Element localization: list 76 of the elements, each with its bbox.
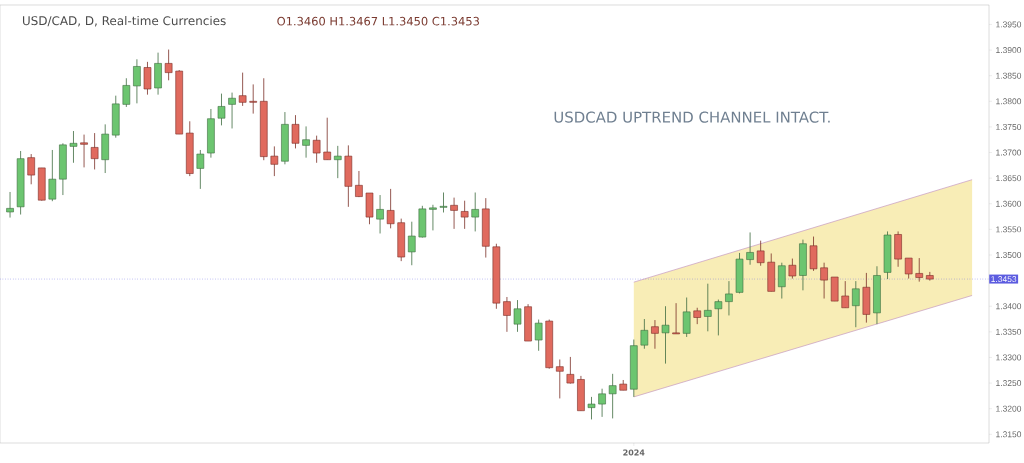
candlestick <box>249 83 257 114</box>
candlestick <box>556 359 564 399</box>
candlestick <box>196 149 205 190</box>
candlestick <box>429 204 437 231</box>
candlestick <box>788 258 797 279</box>
y-tick-label: 1.3150 <box>996 431 1022 438</box>
candlestick <box>450 197 458 230</box>
candlestick <box>27 153 35 185</box>
candlestick <box>90 132 99 170</box>
candlestick <box>513 299 522 333</box>
candlestick <box>6 191 14 218</box>
candlestick <box>302 126 310 159</box>
candlestick <box>841 280 850 309</box>
candlestick <box>503 296 511 333</box>
candlestick <box>820 262 828 299</box>
candlestick <box>164 49 173 81</box>
candlestick <box>133 58 141 104</box>
candlestick <box>778 262 786 299</box>
candlestick <box>228 92 236 129</box>
candlestick <box>69 130 78 164</box>
candlestick <box>407 221 416 266</box>
text: USD/CAD, D, Real-time Currencies <box>22 15 226 27</box>
candlestick <box>122 77 131 108</box>
candlestick <box>746 232 754 266</box>
candlestick <box>238 72 247 107</box>
candlestick <box>439 192 448 213</box>
annotation: USDCAD UPTREND CHANNEL INTACT. <box>554 111 830 123</box>
candlestick <box>312 135 321 164</box>
y-tick-label: 1.3600 <box>996 200 1022 207</box>
candlestick <box>291 114 300 149</box>
y-tick-label: 1.3700 <box>996 149 1022 156</box>
candlestick <box>534 319 543 352</box>
candlestick <box>608 373 617 419</box>
candlestick <box>915 257 924 283</box>
y-tick-label: 1.3350 <box>996 328 1022 335</box>
candlestick <box>587 396 596 420</box>
candlestick <box>904 257 913 279</box>
candlestick <box>809 236 818 272</box>
candlestick <box>217 93 226 126</box>
candlestick <box>471 192 479 232</box>
candlestick <box>355 170 363 198</box>
y-tick-label: 1.3200 <box>996 405 1022 412</box>
ref-line-label: 1.3453 <box>991 276 1017 283</box>
candlestick <box>756 240 765 267</box>
candlestick <box>672 302 680 335</box>
candlestick <box>725 280 733 316</box>
candlestick <box>598 388 606 418</box>
candlestick <box>704 283 712 332</box>
y-tick-label: 1.3550 <box>996 226 1022 233</box>
candlestick <box>270 145 279 177</box>
candlestick <box>682 297 691 338</box>
y-tick-label: 1.3400 <box>996 303 1022 310</box>
candlestick <box>376 194 384 234</box>
y-tick-label: 1.3850 <box>996 72 1022 79</box>
y-tick-label: 1.3500 <box>996 252 1022 258</box>
candlestick <box>661 305 670 364</box>
candlestick <box>714 299 723 336</box>
y-tick-label: 1.3750 <box>996 123 1022 130</box>
y-tick-label: 1.3800 <box>996 98 1022 105</box>
y-tick-label: 1.3650 <box>996 175 1022 182</box>
candlestick <box>460 200 469 230</box>
candlestick <box>48 149 57 202</box>
candlestick <box>323 117 331 161</box>
y-tick-label: 1.3300 <box>996 354 1022 361</box>
y-tick-label: 1.3250 <box>996 380 1022 387</box>
y-tick-label: 1.3950 <box>996 21 1022 28</box>
text: O1.3460 H1.3467 L1.3450 C1.3453 <box>277 16 479 26</box>
candlestick <box>651 319 659 350</box>
candlestick <box>640 318 649 350</box>
candlestick <box>386 188 395 229</box>
candlestick <box>566 356 575 384</box>
candlestick <box>143 61 152 96</box>
candlestick <box>80 134 88 168</box>
candlestick <box>333 145 342 179</box>
y-tick-label: 1.3900 <box>996 47 1022 54</box>
candlestick <box>852 280 860 328</box>
